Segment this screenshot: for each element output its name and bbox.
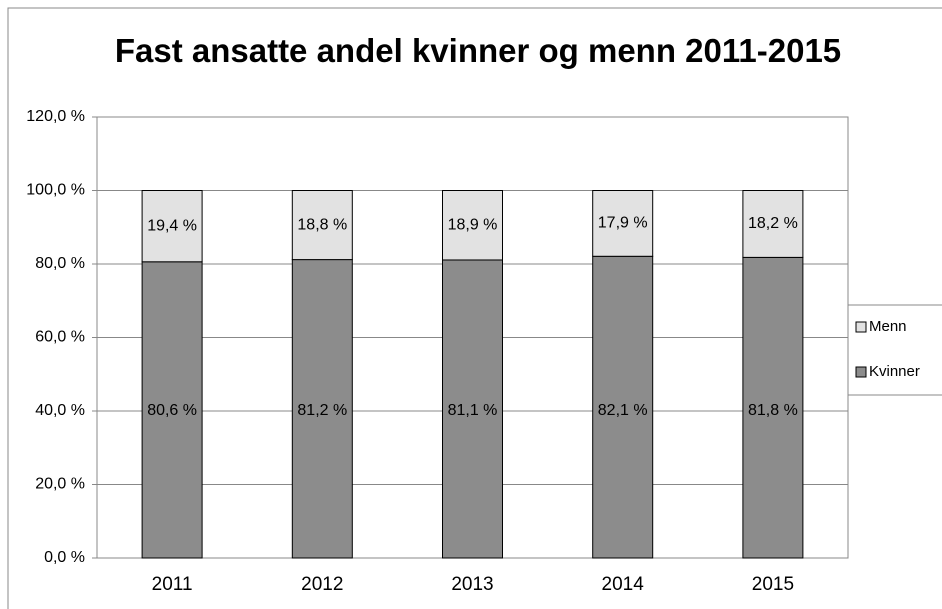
legend-label: Kvinner [869, 363, 920, 380]
chart-frame [7, 7, 942, 609]
data-label: 19,4 % [147, 217, 197, 234]
legend-label: Menn [869, 318, 907, 335]
data-label: 81,8 % [748, 402, 798, 419]
y-tick-label: 40,0 % [35, 402, 85, 419]
data-label: 18,8 % [297, 216, 347, 233]
chart-title: Fast ansatte andel kvinner og menn 2011-… [114, 32, 842, 69]
data-label: 18,9 % [448, 216, 498, 233]
legend-box [847, 304, 942, 396]
legend-swatch [855, 321, 867, 333]
bar-segment [291, 190, 353, 261]
bar-segment [442, 190, 503, 261]
bar-segment [742, 256, 804, 559]
x-tick-label: 2014 [602, 574, 645, 595]
y-tick-label: 80,0 % [35, 255, 85, 272]
x-tick-label: 2012 [301, 574, 343, 595]
data-label: 18,2 % [748, 215, 798, 232]
x-tick-label: 2015 [752, 574, 794, 595]
data-label: 82,1 % [598, 402, 648, 419]
data-label: 80,6 % [147, 402, 197, 419]
y-tick-label: 0,0 % [44, 549, 85, 566]
bar-segment [442, 259, 503, 559]
y-tick-label: 20,0 % [35, 476, 85, 493]
bar-segment [141, 190, 203, 263]
y-tick-label: 100,0 % [26, 182, 85, 199]
data-label: 17,9 % [598, 215, 648, 232]
bar-segment [592, 190, 654, 257]
x-tick-label: 2011 [152, 574, 193, 595]
data-label: 81,2 % [297, 402, 347, 419]
bar-segment [742, 190, 804, 258]
bar-segment [592, 255, 654, 559]
data-label: 81,1 % [448, 402, 498, 419]
x-tick-label: 2013 [451, 574, 493, 595]
y-tick-label: 60,0 % [35, 329, 85, 346]
bar-segment [141, 261, 203, 559]
bar-segment [291, 259, 353, 559]
legend-swatch [855, 366, 867, 378]
y-tick-label: 120,0 % [26, 108, 85, 125]
